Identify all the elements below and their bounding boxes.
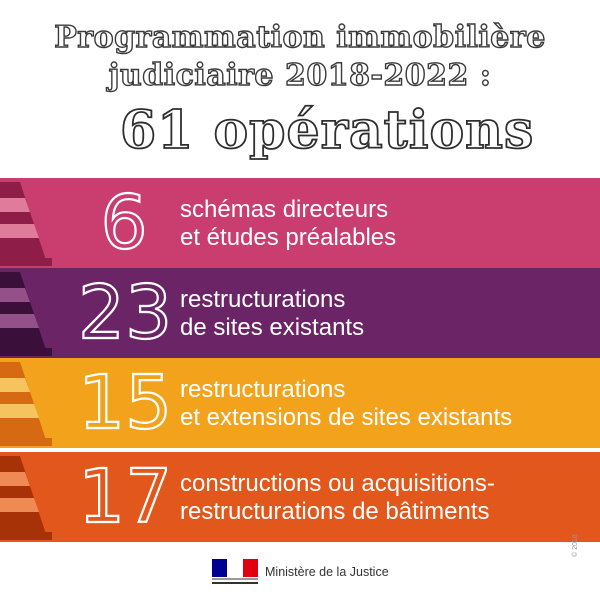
- band-label-line1: restructurations: [180, 286, 346, 313]
- cone-stripe: [0, 472, 30, 486]
- band-label-line1: restructurations: [180, 376, 346, 403]
- band-label-line1: constructions ou acquisitions-: [180, 470, 495, 497]
- cone-stripe: [0, 378, 30, 392]
- traffic-cone-icon: [0, 362, 52, 446]
- cone-stripe: [0, 288, 30, 302]
- ministry-name: Ministère de la Justice: [265, 565, 389, 579]
- flag-white: [227, 559, 243, 577]
- band-number: 23: [77, 270, 173, 356]
- band-restructurations: 23 restructurations de sites existants: [0, 268, 600, 358]
- cone-base: [0, 348, 52, 356]
- cone-stripe: [0, 198, 30, 212]
- band-label-line2: de sites existants: [180, 314, 365, 341]
- republique-mark: [212, 582, 258, 584]
- cone-base: [0, 532, 52, 540]
- cone-stripe: [0, 314, 39, 328]
- cone-stripe: [0, 404, 39, 418]
- cone-body: [0, 272, 46, 350]
- band-label-line2: et études préalables: [180, 224, 397, 251]
- header: Programmation immobilière judiciaire 201…: [0, 0, 600, 178]
- title-line-1: Programmation immobilière: [54, 19, 546, 55]
- band-number: 15: [77, 360, 173, 446]
- band-label: restructurations de sites existants: [180, 286, 590, 342]
- motto-mark: [212, 578, 258, 580]
- cone-stripe: [0, 498, 39, 512]
- reference-note: © 2018: [572, 534, 579, 557]
- band-constructions: 17 constructions ou acquisitions- restru…: [0, 452, 600, 542]
- marianne-logo: [212, 559, 258, 585]
- band-label-line2: et extensions de sites existants: [180, 404, 513, 431]
- band-number: 17: [77, 454, 173, 540]
- traffic-cone-icon: [0, 456, 52, 540]
- cone-body: [0, 456, 46, 534]
- title-line-2: judiciaire 2018-2022 :: [108, 57, 492, 93]
- operations-count-title: 61 opérations: [119, 99, 535, 162]
- band-label: constructions ou acquisitions- restructu…: [180, 470, 590, 526]
- band-schemas: 6 schémas directeurs et études préalable…: [0, 178, 600, 268]
- flag-blue: [212, 559, 228, 577]
- cone-body: [0, 362, 46, 440]
- band-number: 6: [99, 180, 148, 266]
- footer: Ministère de la Justice © 2018: [0, 534, 600, 600]
- cone-stripe: [0, 224, 39, 238]
- cone-base: [0, 258, 52, 266]
- cone-body: [0, 182, 46, 260]
- band-label-line1: schémas directeurs: [180, 196, 389, 223]
- cone-base: [0, 438, 52, 446]
- flag-red: [242, 559, 258, 577]
- band-label-line2: restructurations de bâtiments: [180, 498, 490, 525]
- traffic-cone-icon: [0, 272, 52, 356]
- band-label: restructurations et extensions de sites …: [180, 376, 590, 432]
- band-label: schémas directeurs et études préalables: [180, 196, 590, 252]
- band-extensions: 15 restructurations et extensions de sit…: [0, 358, 600, 448]
- french-flag-icon: [212, 559, 258, 577]
- traffic-cone-icon: [0, 182, 52, 266]
